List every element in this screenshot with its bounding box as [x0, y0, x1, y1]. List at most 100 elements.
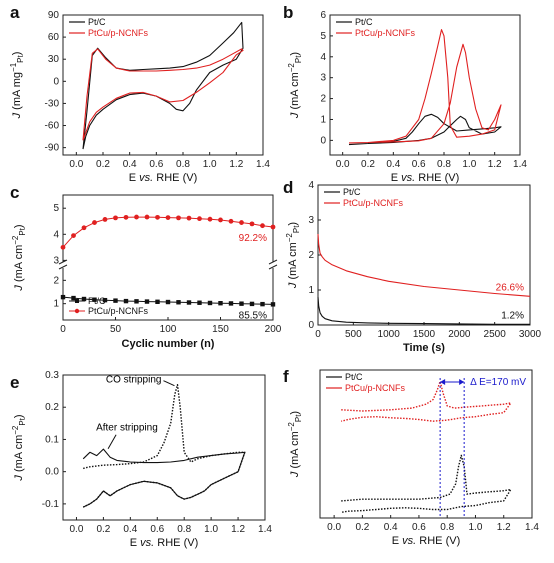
data-point — [197, 216, 202, 222]
data-point — [113, 298, 118, 303]
legend-entry: PtCu/p-NCNFs — [88, 28, 149, 38]
series-line-pt-c — [82, 21, 244, 150]
annotation-after-stripping: After stripping — [96, 423, 158, 434]
x-tick-label: 50 — [110, 324, 122, 335]
data-point — [71, 233, 76, 239]
annotation-retention-ptcu: 26.6% — [496, 282, 524, 293]
x-axis-label: Time (s) — [403, 342, 445, 354]
x-axis-label: E vs. RHE (V) — [392, 535, 460, 547]
data-point — [207, 216, 213, 222]
y-tick-label: 60 — [48, 32, 60, 43]
x-axis-label: E vs. RHE (V) — [391, 172, 459, 184]
data-point — [92, 297, 97, 302]
y-axis-label: J (mA cm−2Pt) — [287, 52, 303, 119]
data-point — [102, 297, 108, 303]
data-point — [155, 299, 160, 304]
data-point — [228, 218, 234, 224]
y-tick-label: 90 — [48, 10, 60, 21]
annotation-retention-ptc: 85.5% — [239, 310, 267, 321]
data-point — [71, 295, 76, 301]
data-point — [186, 300, 192, 305]
data-point — [155, 214, 160, 220]
data-point — [60, 244, 66, 250]
data-point — [81, 296, 87, 302]
x-tick-label: 1.4 — [256, 159, 270, 170]
x-tick-label: 0.2 — [96, 159, 110, 170]
series-line-co-stripping — [82, 384, 246, 508]
y-tick-label: 4 — [308, 180, 314, 191]
legend-entry: Pt/C — [345, 372, 363, 382]
panel-a: a 0.0 0.2 0.4 0.6 0.8 1.0 1.2 1.4 -90 -60 -30 0 30 60 9… — [9, 3, 270, 184]
data-point — [144, 214, 150, 220]
panel-label-d: d — [283, 178, 293, 197]
legend-entry: Pt/C — [88, 17, 106, 27]
panel-label-f: f — [283, 367, 289, 386]
data-point — [260, 301, 265, 307]
y-tick-label: 4 — [53, 229, 59, 240]
plot-frame — [329, 14, 521, 156]
data-point — [197, 300, 202, 305]
data-point — [207, 300, 213, 306]
x-tick-label: 0.4 — [123, 524, 137, 535]
y-tick-label: -90 — [45, 143, 60, 154]
y-tick-label: 0.1 — [45, 434, 59, 445]
x-tick-label: 100 — [160, 324, 177, 335]
annotation-retention-ptcu: 92.2% — [239, 233, 267, 244]
plot-frame — [62, 374, 266, 521]
x-tick-label: 0.8 — [177, 524, 191, 535]
data-point — [249, 301, 255, 307]
x-tick-label: 1.2 — [229, 159, 243, 170]
x-axis-label: Cyclic number (n) — [122, 338, 215, 350]
annotation-arrow — [107, 434, 117, 449]
y-tick-label: 3 — [53, 255, 59, 266]
x-tick-label: 0.4 — [123, 159, 137, 170]
y-tick-label: 3 — [320, 73, 326, 84]
data-point — [134, 299, 139, 304]
x-tick-label: 1.0 — [203, 159, 217, 170]
panel-d: d 0 500 1000 1500 2000 2500 3000 0 1 2 3 4 Pt/CPtCu/p… — [283, 178, 542, 354]
x-tick-label: 0.8 — [437, 159, 451, 170]
data-point — [92, 220, 97, 225]
legend-entry: Pt/C — [355, 17, 373, 27]
panel-label-e: e — [10, 373, 19, 392]
x-tick-label: 500 — [345, 329, 362, 340]
data-point — [123, 214, 129, 220]
x-tick-label: 0 — [315, 329, 321, 340]
y-tick-label: 30 — [48, 54, 60, 65]
x-tick-label: 0.2 — [361, 159, 375, 170]
x-tick-label: 1000 — [378, 329, 401, 340]
y-tick-label: 1 — [320, 114, 326, 125]
y-tick-label: 4 — [320, 52, 326, 63]
data-point — [102, 217, 108, 222]
x-tick-label: 1.4 — [525, 522, 539, 533]
data-point — [239, 220, 244, 225]
panel-e: e 0.0 0.2 0.4 0.6 0.8 1.0 1.2 1.4 -0.1 0.0 0.1 0.2 0.… — [10, 370, 272, 549]
data-point — [144, 299, 150, 304]
y-tick-label: 0 — [320, 135, 326, 146]
axis-break-mask — [269, 262, 277, 268]
panel-label-a: a — [10, 3, 20, 22]
y-tick-label: 1 — [53, 299, 59, 310]
x-tick-label: 2000 — [448, 329, 471, 340]
y-axis-label: J (mA cm−2Pt) — [11, 414, 27, 481]
data-point — [123, 298, 129, 304]
x-tick-label: 0.6 — [412, 522, 426, 533]
data-point — [218, 217, 223, 223]
series-line-ptcu-p-ncnfs — [82, 48, 244, 141]
x-tick-label: 1.2 — [497, 522, 511, 533]
series-line-ptcu-p-ncnfs — [348, 29, 502, 144]
plot-frame — [319, 369, 533, 519]
x-tick-label: 1.4 — [258, 524, 272, 535]
x-tick-label: 0.0 — [69, 159, 83, 170]
x-tick-label: 0.8 — [440, 522, 454, 533]
y-axis-label: J (mA cm−2Pt) — [11, 224, 27, 291]
data-point — [239, 301, 244, 306]
series-line-after-stripping — [82, 448, 246, 508]
x-axis-label: E vs. RHE (V) — [130, 537, 198, 549]
x-tick-label: 0.4 — [384, 522, 398, 533]
series-line-pt-c — [317, 296, 530, 325]
y-axis-label: J (mA mg−1Pt) — [9, 52, 25, 120]
y-tick-label: 2 — [320, 94, 326, 105]
axis-break-mark — [58, 264, 68, 270]
y-tick-label: 0 — [308, 320, 314, 331]
